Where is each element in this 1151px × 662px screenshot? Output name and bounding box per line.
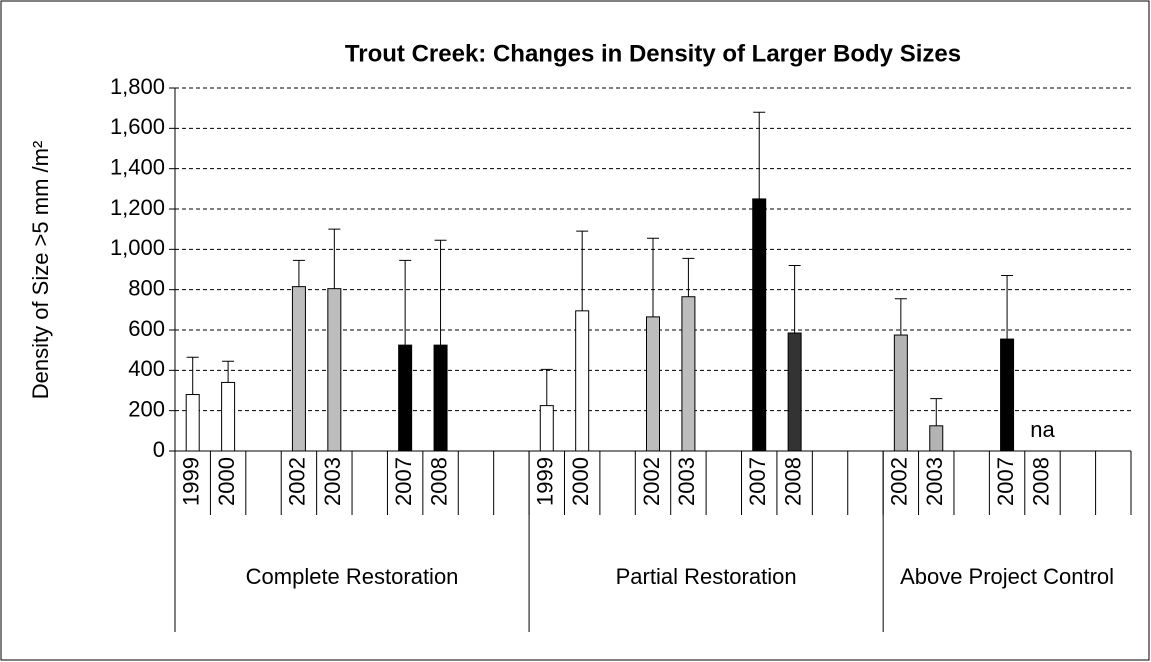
error-bar	[576, 230, 589, 311]
y-tick-label: 1,800	[110, 74, 165, 99]
bar	[539, 405, 554, 452]
bar	[893, 334, 908, 452]
y-tick-label: 600	[128, 316, 165, 341]
y-tick-label: 800	[128, 275, 165, 300]
x-tick-label: 2000	[568, 457, 593, 506]
x-tick-label: 1999	[533, 457, 558, 506]
value-label: na	[1030, 417, 1055, 442]
x-tick-label: 2002	[887, 457, 912, 506]
x-tick-label: 2007	[993, 457, 1018, 506]
x-tick-label: 2007	[391, 457, 416, 506]
error-bar	[292, 259, 305, 287]
x-tick-label: 2007	[745, 457, 770, 506]
error-bar	[930, 398, 943, 426]
x-tick-label: 1999	[179, 457, 204, 506]
x-tick-label: 2000	[214, 457, 239, 506]
error-bar	[399, 259, 412, 346]
bar	[787, 332, 802, 452]
y-tick-label: 0	[153, 437, 165, 462]
bar	[929, 425, 944, 452]
bar	[327, 288, 342, 452]
x-tick-label: 2003	[320, 457, 345, 506]
y-tick-label: 200	[128, 396, 165, 421]
x-tick-label: 2008	[426, 457, 451, 506]
x-tick-label: 2008	[1028, 457, 1053, 506]
bar	[752, 198, 767, 452]
error-bar	[186, 356, 199, 395]
x-tick-label: 2003	[674, 457, 699, 506]
error-bar	[753, 111, 766, 199]
x-tick-label: 2002	[639, 457, 664, 506]
y-tick-label: 1,200	[110, 195, 165, 220]
error-bar	[540, 368, 553, 406]
bar	[1000, 338, 1015, 452]
y-axis-label: Density of Size >5 mm /m²	[28, 141, 53, 400]
error-bar	[1001, 275, 1014, 340]
bar	[221, 381, 236, 452]
error-bar	[788, 264, 801, 334]
y-tick-label: 1,400	[110, 154, 165, 179]
x-tick-label: 2008	[780, 457, 805, 506]
group-label: Above Project Control	[900, 564, 1115, 589]
bar	[681, 296, 696, 452]
error-bar	[434, 239, 447, 346]
chart-title: Trout Creek: Changes in Density of Large…	[345, 40, 961, 67]
bar	[646, 316, 660, 452]
error-bar	[647, 237, 659, 317]
group-label: Partial Restoration	[615, 564, 797, 589]
bar	[185, 394, 200, 452]
error-bar	[328, 228, 341, 289]
x-tick-label: 2003	[922, 457, 947, 506]
bar	[575, 310, 590, 452]
bar	[433, 344, 448, 452]
bar	[291, 286, 306, 452]
y-tick-label: 400	[128, 356, 165, 381]
y-tick-label: 1,600	[110, 114, 165, 139]
bar	[398, 344, 413, 452]
x-tick-label: 2002	[285, 457, 310, 506]
group-label: Complete Restoration	[245, 564, 459, 589]
y-tick-label: 1,000	[110, 235, 165, 260]
error-bar	[222, 360, 235, 383]
error-bar	[894, 298, 907, 336]
error-bar	[682, 257, 695, 297]
